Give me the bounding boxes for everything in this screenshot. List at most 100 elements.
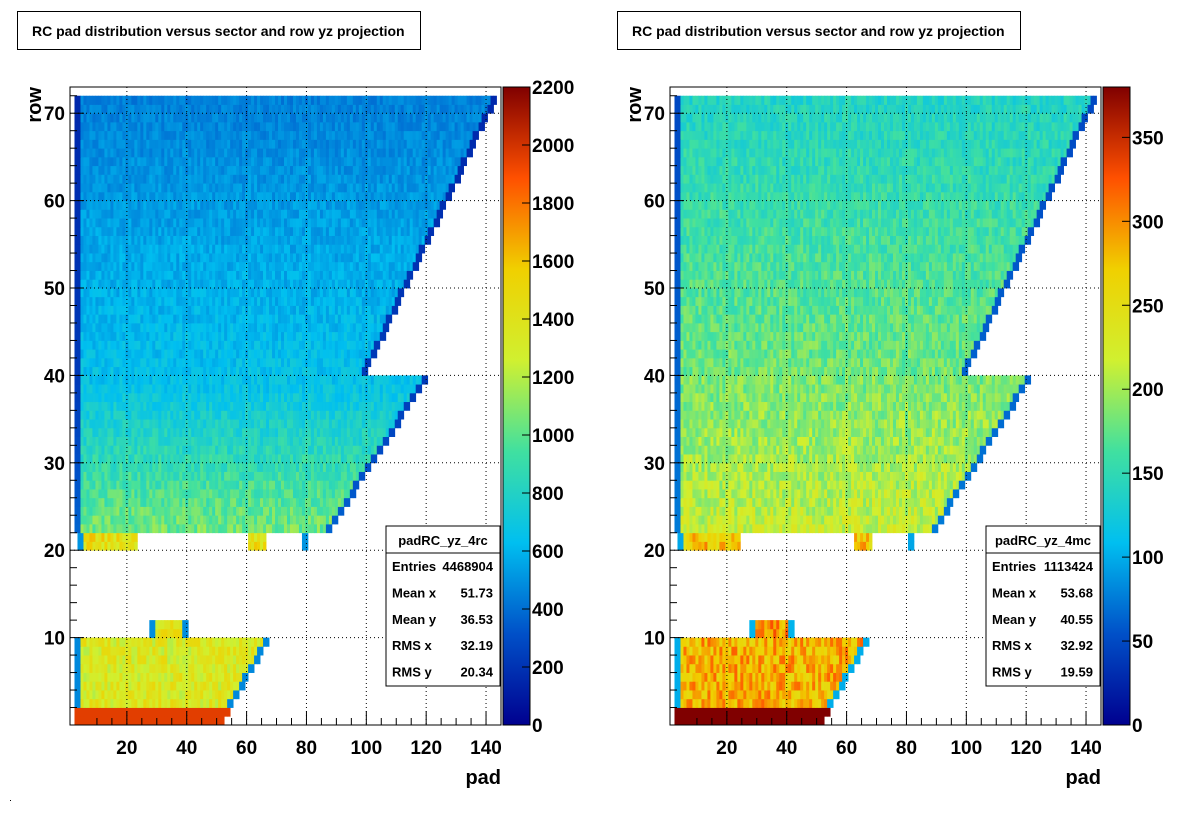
heatmap-cell [146, 436, 150, 446]
heatmap-cell [236, 296, 240, 306]
heatmap-cell [376, 384, 381, 394]
heatmap-cell [83, 410, 87, 420]
heatmap-cell [230, 366, 234, 376]
heatmap-cell [292, 419, 297, 429]
heatmap-cell [361, 314, 366, 324]
heatmap-cell [98, 191, 102, 202]
heatmap-cell [284, 480, 288, 490]
heatmap-cell [364, 436, 369, 446]
heatmap-cell [152, 436, 156, 446]
heatmap-cell [212, 261, 216, 271]
heatmap-cell [331, 279, 336, 289]
heatmap-cell [167, 515, 171, 525]
heatmap-cell [203, 698, 207, 708]
heatmap-cell [421, 244, 426, 254]
heatmap-cell [116, 637, 120, 647]
heatmap-cell [143, 646, 147, 656]
heatmap-cell [355, 349, 360, 359]
heatmap-cell [281, 253, 285, 263]
heatmap-cell [98, 681, 102, 691]
heatmap-cell [269, 322, 273, 333]
heatmap-cell [316, 489, 321, 499]
heatmap-cell [263, 436, 267, 446]
heatmap-cell [212, 462, 216, 472]
heatmap-cell [212, 340, 216, 350]
heatmap-cell [197, 663, 201, 673]
heatmap-cell [125, 681, 129, 691]
heatmap-cell [325, 261, 330, 271]
heatmap-cell [137, 523, 141, 534]
heatmap-cell [257, 296, 261, 306]
heatmap-cell [86, 401, 90, 411]
heatmap-cell [128, 401, 132, 411]
heatmap-cell [361, 200, 366, 210]
heatmap-cell [140, 419, 144, 429]
heatmap-cell [272, 357, 276, 368]
heatmap-cell [254, 419, 258, 429]
heatmap-cell [278, 244, 282, 254]
heatmap-cell [257, 497, 261, 507]
heatmap-cell [382, 235, 387, 245]
heatmap-cell [77, 541, 81, 551]
heatmap-cell [310, 200, 315, 210]
heatmap-cell [376, 288, 381, 298]
heatmap-cell [197, 506, 201, 516]
heatmap-cell [292, 392, 297, 403]
heatmap-cell [176, 497, 180, 507]
heatmap-cell [167, 270, 171, 280]
heatmap-cell [140, 270, 144, 280]
heatmap-cell [266, 419, 270, 429]
heatmap-cell [233, 401, 237, 411]
heatmap-cell [382, 410, 387, 420]
heatmap-cell [131, 410, 135, 420]
heatmap-cell [107, 436, 111, 446]
heatmap-cell [218, 392, 222, 403]
heatmap-cell [215, 200, 219, 210]
heatmap-cell [212, 663, 216, 673]
heatmap-cell [263, 462, 267, 472]
heatmap-cell [131, 366, 135, 376]
heatmap-cell [418, 191, 423, 202]
heatmap-cell [122, 296, 126, 306]
heatmap-cell [134, 322, 138, 333]
heatmap-cell [74, 672, 78, 682]
heatmap-cell [322, 471, 327, 481]
heatmap-cell [140, 200, 144, 210]
heatmap-cell [400, 183, 405, 193]
heatmap-cell [400, 235, 405, 245]
heatmap-cell [95, 191, 99, 202]
heatmap-cell [251, 523, 255, 534]
heatmap-cell [185, 340, 189, 350]
heatmap-cell [358, 419, 363, 429]
heatmap-cell [275, 436, 279, 446]
heatmap-cell [191, 716, 195, 726]
heatmap-cell [287, 410, 291, 420]
heatmap-cell [146, 244, 150, 254]
heatmap-cell [170, 191, 174, 202]
heatmap-cell [334, 331, 339, 341]
heatmap-cell [346, 392, 351, 403]
heatmap-cell [278, 375, 282, 385]
heatmap-cell [164, 506, 168, 516]
heatmap-cell [143, 445, 147, 455]
heatmap-cell [358, 366, 363, 376]
heatmap-cell [89, 707, 93, 717]
heatmap-cell [337, 340, 342, 350]
heatmap-cell [110, 698, 114, 708]
heatmap-cell [116, 288, 120, 298]
heatmap-cell [119, 244, 123, 254]
heatmap-cell [260, 436, 264, 446]
heatmap-cell [140, 357, 144, 368]
heatmap-cell [89, 436, 93, 446]
heatmap-cell [197, 401, 201, 411]
heatmap-cell [397, 200, 402, 210]
heatmap-cell [275, 340, 279, 350]
heatmap-cell [319, 436, 324, 446]
heatmap-cell [298, 331, 303, 341]
heatmap-cell [242, 384, 246, 394]
heatmap-cell [364, 296, 369, 306]
heatmap-cell [185, 357, 189, 368]
heatmap-cell [298, 279, 303, 289]
heatmap-cell [254, 270, 258, 280]
heatmap-cell [158, 253, 162, 263]
